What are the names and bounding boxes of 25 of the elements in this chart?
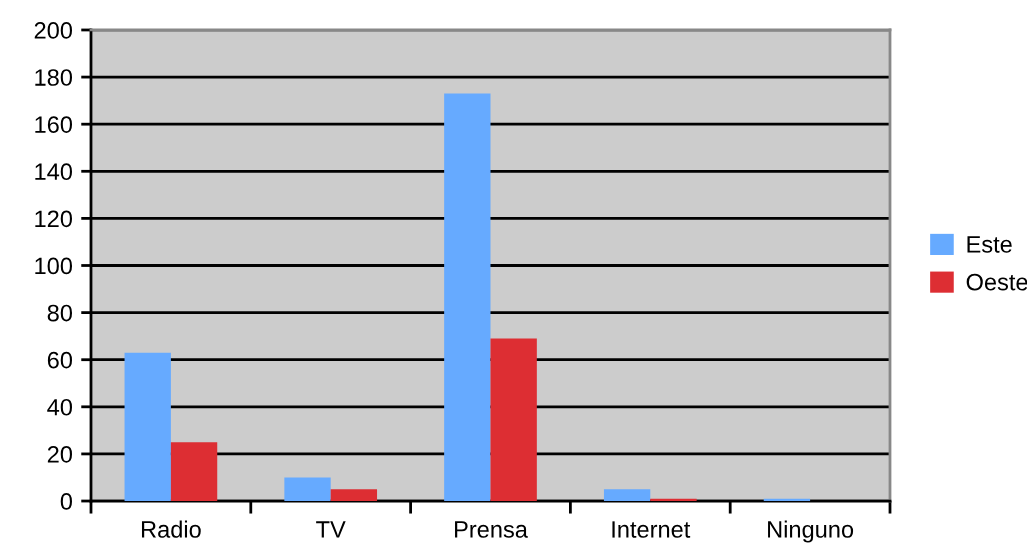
bar (124, 352, 171, 502)
bar (330, 489, 378, 502)
y-tick-label: 200 (34, 22, 73, 39)
x-tick-label: Prensa (455, 521, 528, 538)
x-tick-label: Internet (612, 521, 691, 538)
y-tick-label: 120 (35, 210, 73, 228)
legend-label: Este (967, 236, 1012, 253)
y-tick-label: 60 (47, 351, 73, 369)
y-tick-label: 140 (35, 163, 73, 181)
bar (444, 93, 491, 502)
x-tick-label: TV (316, 521, 346, 538)
y-tick-label: 180 (35, 69, 73, 86)
bar (490, 338, 537, 502)
y-tick-label: 40 (47, 398, 73, 416)
bar (284, 477, 331, 502)
bar (170, 442, 218, 502)
legend-label: Oeste (966, 273, 1027, 291)
y-tick-label: 20 (47, 445, 73, 463)
bar (603, 489, 651, 502)
y-tick-label: 100 (35, 257, 73, 275)
y-tick-label: 160 (35, 116, 73, 133)
y-tick-label: 80 (47, 304, 73, 322)
x-tick-label: Radio (141, 520, 201, 538)
y-tick-label: 0 (60, 493, 73, 510)
x-tick-label: Ninguno (768, 520, 854, 543)
